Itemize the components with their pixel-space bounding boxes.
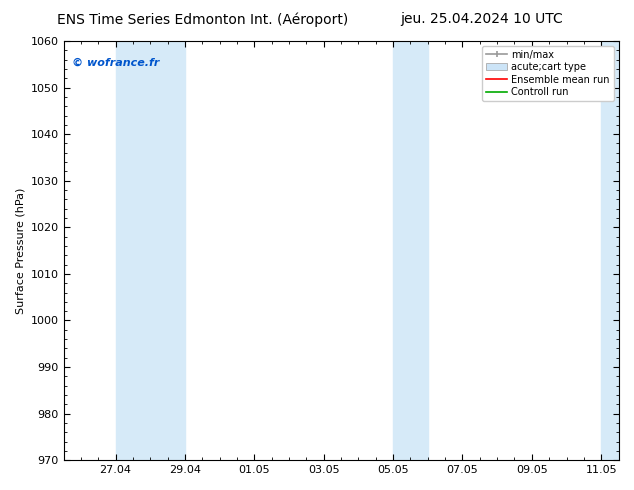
Text: © wofrance.fr: © wofrance.fr bbox=[72, 58, 159, 68]
Bar bbox=[115, 41, 185, 460]
Bar bbox=[601, 41, 619, 460]
Text: jeu. 25.04.2024 10 UTC: jeu. 25.04.2024 10 UTC bbox=[401, 12, 563, 26]
Y-axis label: Surface Pressure (hPa): Surface Pressure (hPa) bbox=[15, 187, 25, 314]
Legend: min/max, acute;cart type, Ensemble mean run, Controll run: min/max, acute;cart type, Ensemble mean … bbox=[482, 46, 614, 101]
Text: ENS Time Series Edmonton Int. (Aéroport): ENS Time Series Edmonton Int. (Aéroport) bbox=[57, 12, 349, 27]
Bar bbox=[393, 41, 428, 460]
